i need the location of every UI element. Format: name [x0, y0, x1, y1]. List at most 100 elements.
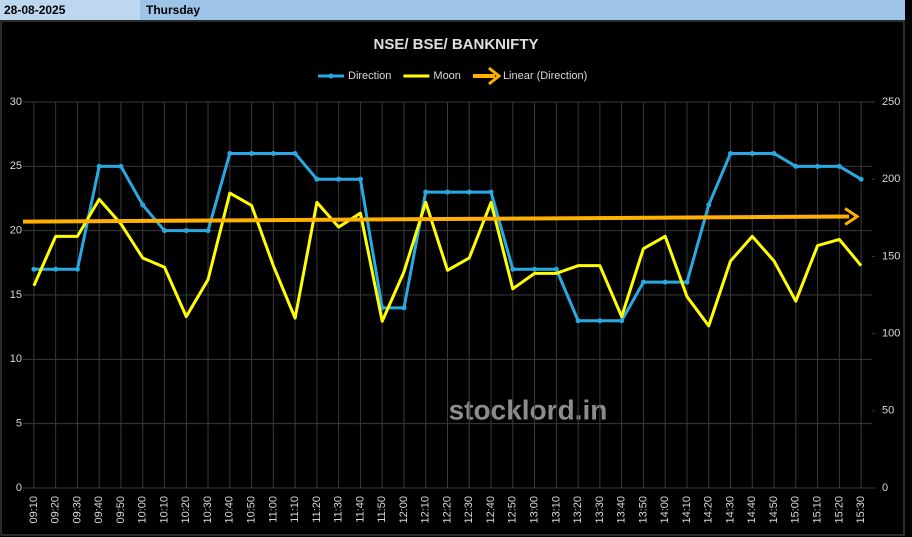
point [466, 189, 472, 195]
point [749, 150, 755, 156]
point [270, 150, 276, 156]
y-tick-label: 10 [10, 353, 22, 365]
y2-tick-label: 250 [882, 96, 900, 108]
x-tick-label: 12:50 [507, 496, 519, 524]
x-tick-label: 12:10 [420, 496, 432, 524]
x-tick-label: 10:50 [245, 496, 257, 524]
point [31, 266, 37, 272]
point [227, 150, 233, 156]
y-tick-label: 5 [16, 418, 22, 430]
x-tick-label: 10:30 [202, 496, 214, 524]
header-date: 28-08-2025 [4, 3, 66, 17]
series-line [32, 191, 863, 328]
point [640, 279, 646, 285]
header-date-cell [0, 0, 140, 20]
x-tick-label: 10:20 [180, 496, 192, 524]
y-tick-label: 25 [10, 160, 22, 172]
x-tick-label: 12:40 [485, 496, 497, 524]
point [162, 228, 167, 234]
point [336, 176, 342, 182]
legend-label: Linear (Direction) [503, 70, 587, 82]
point [292, 150, 298, 156]
x-tick-label: 12:20 [441, 496, 453, 524]
point [706, 202, 712, 208]
point [140, 202, 146, 208]
x-tick-label: 14:00 [659, 496, 671, 524]
header-bar [0, 0, 905, 20]
point [597, 318, 603, 324]
x-tick-label: 14:20 [703, 496, 715, 524]
point [793, 163, 799, 169]
point [684, 279, 690, 285]
x-tick-label: 10:00 [137, 496, 149, 524]
point [118, 163, 124, 169]
x-tick-label: 15:10 [811, 496, 823, 524]
x-tick-label: 09:50 [115, 496, 127, 524]
x-tick-label: 11:00 [267, 496, 279, 523]
point [510, 266, 516, 272]
point [728, 150, 733, 156]
point [619, 318, 625, 324]
point [858, 176, 864, 182]
y-tick-label: 30 [10, 96, 22, 108]
y2-tick-label: 50 [882, 405, 894, 417]
x-tick-label: 11:50 [376, 496, 388, 523]
point [314, 176, 320, 182]
point [488, 189, 494, 195]
y2-tick-label: 0 [882, 482, 888, 494]
y-tick-label: 15 [10, 289, 22, 301]
x-tick-label: 12:00 [398, 496, 410, 524]
x-tick-label: 14:40 [746, 496, 758, 524]
x-tick-label: 15:30 [855, 496, 867, 524]
point [96, 163, 102, 169]
x-tick-label: 09:40 [93, 496, 105, 524]
x-tick-label: 09:10 [28, 496, 40, 524]
y2-tick-label: 100 [882, 328, 900, 340]
point [445, 189, 450, 195]
legend-label: Direction [348, 70, 391, 82]
x-tick-label: 12:30 [463, 496, 475, 524]
legend-arrow [488, 66, 502, 86]
y2-tick-label: 200 [882, 173, 900, 185]
point [357, 176, 363, 182]
x-tick-label: 14:50 [768, 496, 780, 524]
x-tick-label: 14:10 [681, 496, 693, 524]
x-tick-label: 13:00 [528, 496, 540, 524]
x-tick-label: 10:10 [158, 496, 170, 524]
x-tick-label: 13:10 [550, 496, 562, 524]
point [205, 228, 211, 234]
x-tick-label: 09:30 [71, 496, 83, 524]
point [836, 163, 842, 169]
point [815, 163, 821, 169]
x-tick-label: 11:20 [311, 496, 323, 523]
x-tick-label: 15:20 [833, 496, 845, 524]
x-tick-label: 13:20 [572, 496, 584, 524]
x-tick-label: 13:40 [616, 496, 628, 524]
point [662, 279, 668, 285]
legend-label: Moon [433, 70, 461, 82]
point [249, 150, 255, 156]
point [401, 305, 407, 311]
header-day: Thursday [146, 3, 200, 17]
point [553, 266, 559, 272]
point [423, 189, 429, 195]
watermark: stocklord.in [449, 394, 608, 425]
point [575, 318, 581, 324]
point [532, 266, 538, 272]
trendline [22, 214, 850, 224]
point [74, 266, 80, 272]
y-tick-label: 20 [10, 225, 22, 237]
y2-tick-label: 150 [882, 250, 900, 262]
x-tick-label: 10:40 [224, 496, 236, 524]
chart-border [0, 20, 905, 536]
x-tick-label: 13:30 [594, 496, 606, 524]
point [53, 266, 59, 272]
x-tick-label: 15:00 [790, 496, 802, 524]
chart-title: NSE/ BSE/ BANKNIFTY [373, 36, 538, 53]
x-tick-label: 11:10 [289, 496, 301, 523]
trendline-arrow [844, 207, 860, 226]
legend: Direction Moon Linear (Direction) [318, 66, 587, 86]
x-tick-label: 13:50 [637, 496, 649, 524]
